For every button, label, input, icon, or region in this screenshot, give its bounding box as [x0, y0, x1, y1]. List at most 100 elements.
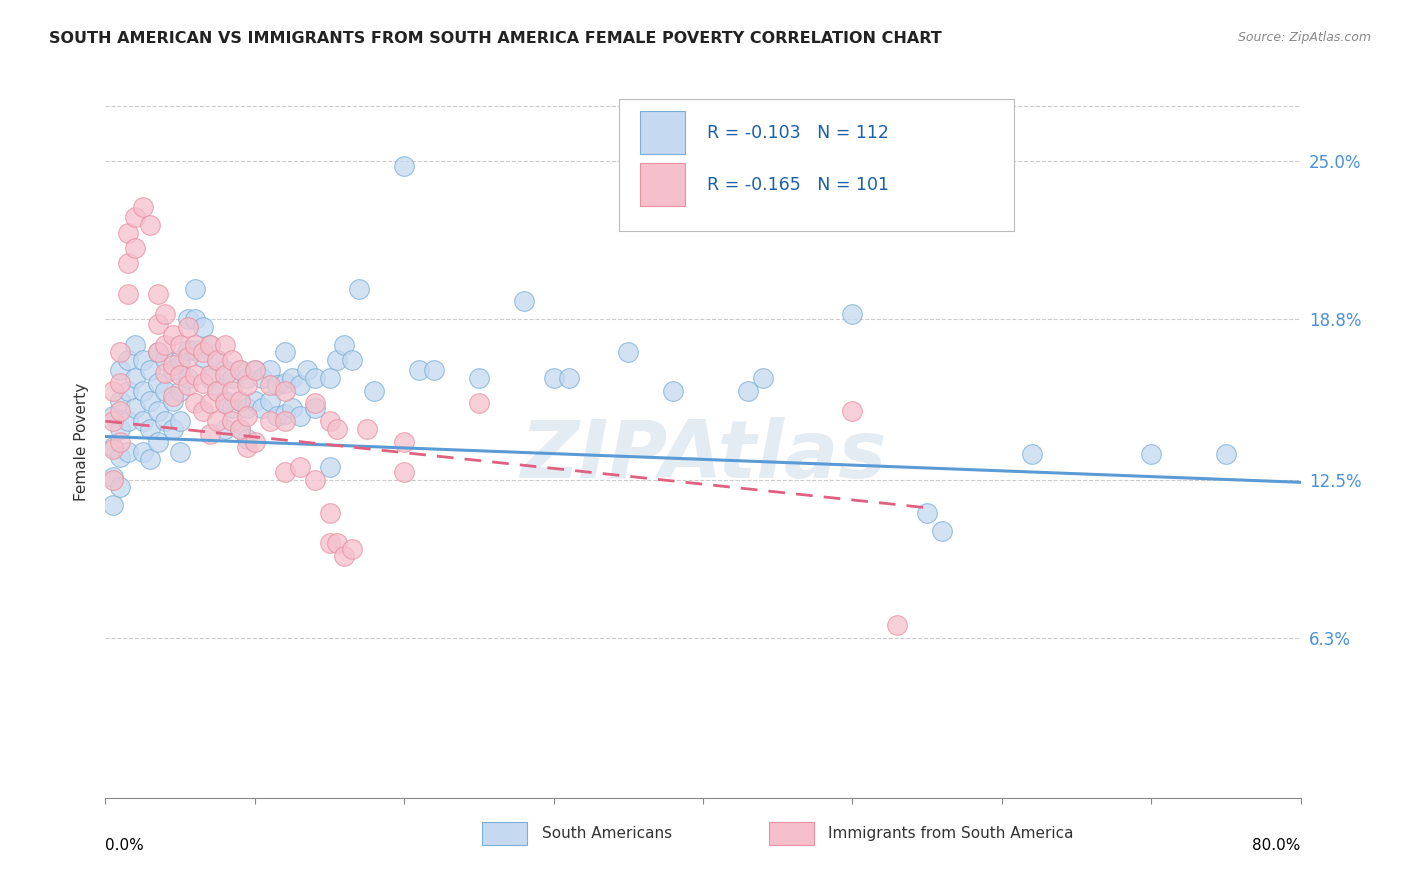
Point [110, 345, 132, 359]
Point [333, 549, 356, 564]
Point [110, 363, 132, 377]
Point [266, 409, 288, 423]
Point [318, 414, 340, 428]
Point [176, 319, 198, 334]
Point [191, 319, 214, 334]
Point [117, 256, 139, 270]
Point [214, 368, 236, 383]
Point [117, 414, 139, 428]
Point [281, 401, 304, 416]
Point [273, 376, 295, 390]
Point [468, 396, 491, 410]
Point [288, 378, 311, 392]
Point [117, 384, 139, 398]
Text: 80.0%: 80.0% [1253, 838, 1301, 853]
Point [229, 393, 252, 408]
Point [333, 337, 356, 351]
Point [259, 393, 281, 408]
Point [236, 409, 259, 423]
Point [468, 371, 491, 385]
Point [751, 371, 773, 385]
Point [101, 409, 124, 423]
Point [132, 353, 155, 368]
Point [259, 378, 281, 392]
Point [184, 282, 207, 296]
Point [288, 460, 311, 475]
Point [288, 409, 311, 423]
Text: 0.0%: 0.0% [105, 838, 145, 853]
Point [146, 286, 169, 301]
Point [557, 371, 579, 385]
Point [207, 384, 229, 398]
Point [273, 465, 295, 479]
Text: South Americans: South Americans [541, 826, 672, 841]
Point [340, 541, 363, 556]
Point [318, 371, 340, 385]
Point [162, 422, 184, 436]
Point [221, 371, 243, 385]
FancyBboxPatch shape [619, 99, 1014, 231]
Point [1140, 447, 1163, 461]
Bar [769, 822, 814, 845]
Point [110, 434, 132, 449]
Point [169, 337, 191, 351]
Point [408, 363, 430, 377]
Point [295, 363, 318, 377]
Point [214, 422, 236, 436]
Point [326, 353, 349, 368]
Point [915, 506, 938, 520]
Point [176, 343, 198, 357]
Point [326, 536, 349, 550]
Point [304, 371, 326, 385]
Point [146, 434, 169, 449]
Point [198, 396, 221, 410]
Point [101, 384, 124, 398]
Point [304, 401, 326, 416]
Point [184, 343, 207, 357]
Point [139, 218, 162, 232]
Point [132, 384, 155, 398]
Point [124, 401, 146, 416]
Point [318, 536, 340, 550]
Point [155, 366, 177, 380]
Point [214, 363, 236, 377]
Point [146, 318, 169, 332]
Point [886, 618, 908, 632]
Point [198, 426, 221, 441]
Point [394, 465, 416, 479]
Point [132, 444, 155, 458]
Point [132, 414, 155, 428]
Point [1215, 447, 1237, 461]
Point [155, 384, 177, 398]
Point [617, 345, 640, 359]
Point [273, 384, 295, 398]
Bar [640, 112, 685, 154]
Point [110, 404, 132, 418]
Point [841, 307, 863, 321]
Point [162, 358, 184, 372]
Point [221, 401, 243, 416]
Point [184, 312, 207, 326]
Point [198, 371, 221, 385]
Point [124, 337, 146, 351]
Point [110, 422, 132, 436]
Point [117, 286, 139, 301]
Point [221, 414, 243, 428]
Point [229, 393, 252, 408]
Point [162, 389, 184, 403]
Point [191, 376, 214, 390]
Point [243, 434, 266, 449]
Point [198, 368, 221, 383]
Point [169, 353, 191, 368]
Point [221, 384, 243, 398]
Point [155, 337, 177, 351]
Point [191, 351, 214, 365]
Point [169, 368, 191, 383]
Point [110, 450, 132, 464]
Point [229, 422, 252, 436]
Point [124, 371, 146, 385]
Point [117, 444, 139, 458]
Point [176, 371, 198, 385]
Point [162, 363, 184, 377]
Point [304, 473, 326, 487]
